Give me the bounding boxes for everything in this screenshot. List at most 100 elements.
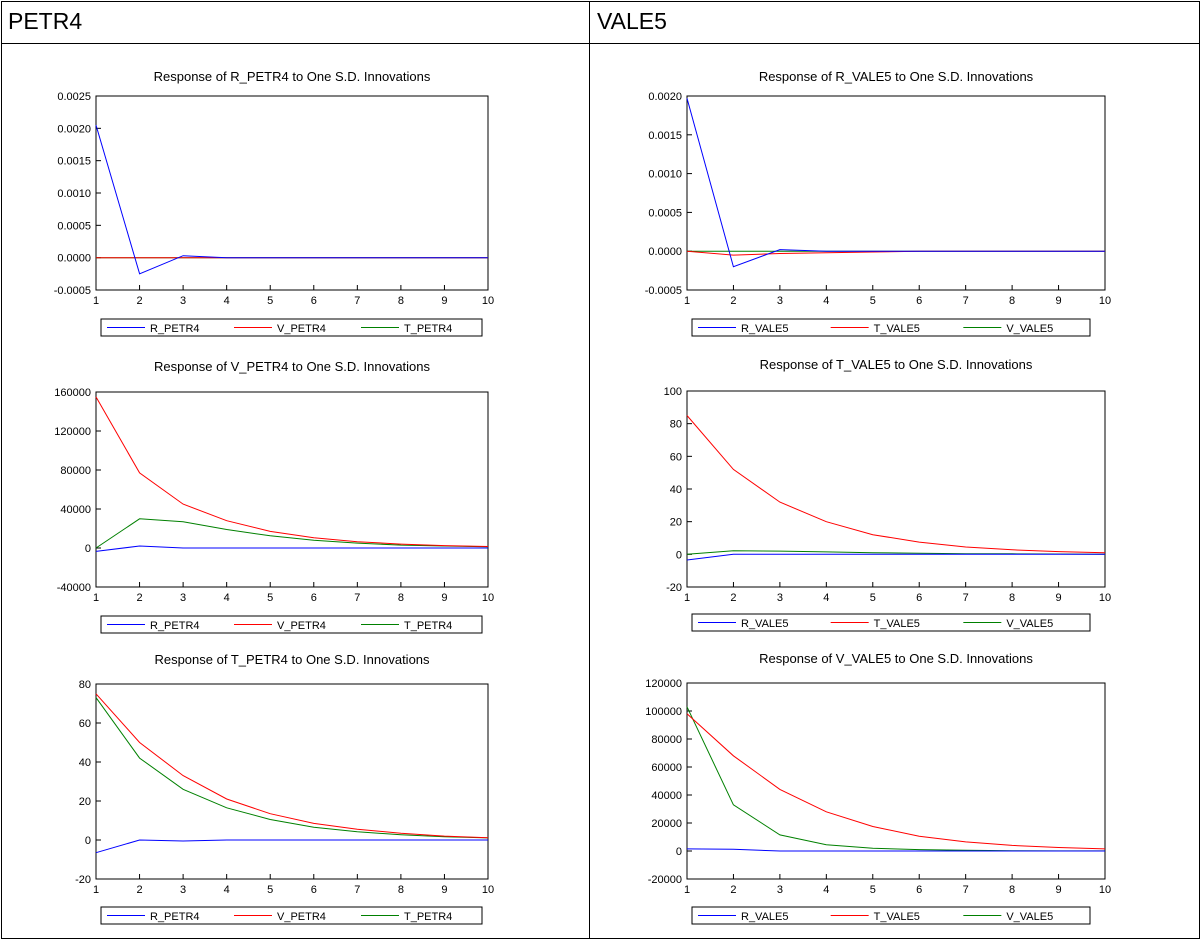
plot-area [686, 682, 1106, 880]
x-tick-label: 8 [1009, 295, 1015, 307]
legend-label: V_PETR4 [277, 620, 326, 632]
legend [691, 906, 1091, 925]
series-line-r-petr4 [95, 839, 488, 854]
x-tick-label: 3 [777, 592, 783, 604]
x-tick-label: 1 [93, 592, 99, 604]
y-tick-label: -40000 [57, 582, 91, 594]
y-tick-label: 60 [670, 451, 682, 463]
series-line-t-petr4 [95, 518, 489, 549]
y-tick-label: 40 [79, 757, 91, 769]
chart-3: Response of T_PETR4 to One S.D. Innovati… [75, 652, 494, 925]
x-tick-label: 7 [963, 592, 969, 604]
legend-label: T_PETR4 [404, 911, 452, 923]
series-line-t-vale5 [686, 713, 1106, 850]
chart-4: Response of R_VALE5 to One S.D. Innovati… [645, 69, 1111, 337]
y-tick-label: -0.0005 [645, 285, 682, 297]
y-tick-label: 80000 [60, 465, 91, 477]
legend-label: T_VALE5 [874, 323, 920, 335]
y-tick-label: 100000 [645, 706, 682, 718]
x-tick-label: 8 [1009, 592, 1015, 604]
legend-label: V_VALE5 [1006, 618, 1053, 630]
series-line-r-vale5 [686, 553, 1105, 561]
y-tick-label: 20 [670, 517, 682, 529]
y-tick-label: 80 [670, 419, 682, 431]
chart-1: Response of R_PETR4 to One S.D. Innovati… [54, 69, 494, 337]
y-tick-label: 20000 [651, 818, 682, 830]
plot-area [686, 95, 1106, 291]
x-tick-label: 2 [136, 295, 142, 307]
chart-title: Response of T_VALE5 to One S.D. Innovati… [760, 357, 1033, 372]
x-tick-label: 1 [684, 884, 690, 896]
y-tick-label: 0.0015 [57, 156, 91, 168]
x-tick-label: 2 [730, 295, 736, 307]
x-tick-label: 7 [354, 592, 360, 604]
x-tick-label: 6 [916, 884, 922, 896]
x-tick-label: 3 [180, 295, 186, 307]
chart-5: Response of T_VALE5 to One S.D. Innovati… [664, 357, 1111, 632]
x-tick-label: 7 [354, 295, 360, 307]
series-line-t-vale5 [686, 250, 1105, 256]
legend-label: T_VALE5 [874, 618, 920, 630]
y-tick-label: 80000 [651, 734, 682, 746]
y-tick-label: 0.0000 [57, 253, 91, 265]
legend-label: R_VALE5 [741, 618, 789, 630]
y-tick-label: 0 [676, 846, 682, 858]
y-tick-label: 0.0005 [648, 207, 682, 219]
x-tick-label: 3 [180, 884, 186, 896]
x-tick-label: 4 [224, 295, 230, 307]
y-tick-label: 120000 [54, 426, 91, 438]
y-tick-label: 0.0010 [57, 188, 91, 200]
y-tick-label: 100 [664, 386, 682, 398]
series-line-t-petr4 [95, 697, 489, 839]
plot-area [95, 683, 489, 880]
series-line-r-vale5 [686, 98, 1105, 268]
x-tick-label: 1 [93, 295, 99, 307]
chart-title: Response of V_PETR4 to One S.D. Innovati… [154, 359, 431, 374]
legend-label: V_VALE5 [1006, 323, 1053, 335]
y-tick-label: -20000 [648, 874, 682, 886]
x-tick-label: 10 [482, 884, 494, 896]
x-tick-label: 1 [93, 884, 99, 896]
legend-label: R_PETR4 [150, 911, 200, 923]
legend [100, 615, 483, 634]
chart-title: Response of R_PETR4 to One S.D. Innovati… [154, 69, 431, 84]
series-line-t-vale5 [686, 415, 1106, 554]
x-tick-label: 1 [684, 295, 690, 307]
x-tick-label: 5 [267, 884, 273, 896]
x-tick-label: 6 [916, 592, 922, 604]
legend [691, 318, 1091, 337]
chart-title: Response of R_VALE5 to One S.D. Innovati… [759, 69, 1034, 84]
y-tick-label: 0.0000 [648, 246, 682, 258]
x-tick-label: 7 [354, 884, 360, 896]
x-tick-label: 10 [1099, 884, 1111, 896]
x-tick-label: 8 [398, 884, 404, 896]
legend-label: V_VALE5 [1006, 911, 1053, 923]
column-divider [589, 1, 590, 939]
y-tick-label: 0 [85, 835, 91, 847]
chart-title: Response of T_PETR4 to One S.D. Innovati… [154, 652, 430, 667]
series-line-r-petr4 [95, 124, 488, 275]
series-line-v-petr4 [95, 693, 489, 839]
x-tick-label: 9 [441, 295, 447, 307]
plot-area [686, 390, 1106, 588]
legend [100, 906, 483, 925]
legend-label: V_PETR4 [277, 323, 326, 335]
y-tick-label: 20 [79, 796, 91, 808]
y-tick-label: 0.0025 [57, 91, 91, 103]
x-tick-label: 10 [1099, 592, 1111, 604]
x-tick-label: 2 [136, 592, 142, 604]
column-header-vale5: VALE5 [597, 8, 667, 34]
x-tick-label: 2 [136, 884, 142, 896]
legend-label: T_VALE5 [874, 911, 920, 923]
legend-label: V_PETR4 [277, 911, 326, 923]
x-tick-label: 9 [1055, 295, 1061, 307]
y-tick-label: 0.0020 [648, 91, 682, 103]
x-tick-label: 1 [684, 592, 690, 604]
x-tick-label: 4 [823, 592, 829, 604]
y-tick-label: -20 [666, 582, 682, 594]
x-tick-label: 4 [224, 592, 230, 604]
x-tick-label: 9 [1055, 884, 1061, 896]
x-tick-label: 10 [1099, 295, 1111, 307]
